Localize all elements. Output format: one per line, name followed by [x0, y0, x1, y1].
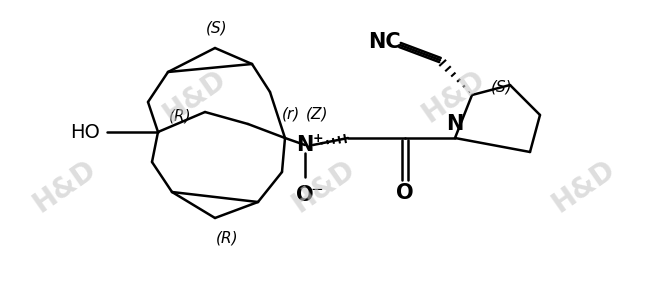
Text: H&D: H&D [417, 64, 491, 128]
Text: +: + [313, 131, 323, 145]
Text: N: N [296, 135, 314, 155]
Text: (Z): (Z) [306, 106, 329, 122]
Text: HO: HO [70, 122, 100, 142]
Text: (r): (r) [282, 106, 300, 122]
Text: H&D: H&D [28, 154, 102, 218]
Text: (S): (S) [206, 20, 228, 35]
Text: H&D: H&D [157, 64, 231, 128]
Text: −: − [310, 182, 323, 197]
Text: O: O [296, 185, 314, 205]
Text: O: O [396, 183, 414, 203]
Text: (R): (R) [216, 230, 238, 245]
Text: H&D: H&D [546, 154, 620, 218]
Text: NC: NC [367, 32, 400, 52]
Text: H&D: H&D [287, 154, 361, 218]
Text: (R): (R) [168, 109, 191, 124]
Text: (S): (S) [491, 80, 513, 94]
Text: N: N [446, 114, 464, 134]
